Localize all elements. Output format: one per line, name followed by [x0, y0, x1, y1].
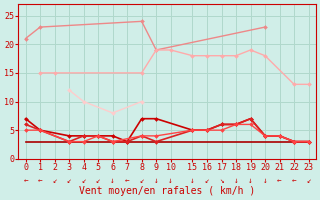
Text: ↙: ↙: [205, 176, 209, 185]
Text: ←: ←: [292, 176, 296, 185]
Text: ↘: ↘: [219, 176, 224, 185]
Text: ↙: ↙: [81, 176, 86, 185]
Text: ↙: ↙: [306, 176, 311, 185]
Text: ←: ←: [277, 176, 282, 185]
Text: ←: ←: [125, 176, 130, 185]
Text: ↓: ↓: [168, 176, 173, 185]
Text: ↓: ↓: [190, 176, 195, 185]
Text: ↓: ↓: [234, 176, 238, 185]
Text: ↙: ↙: [140, 176, 144, 185]
Text: ↓: ↓: [110, 176, 115, 185]
Text: ↓: ↓: [263, 176, 267, 185]
Text: ↓: ↓: [154, 176, 158, 185]
Text: ↙: ↙: [52, 176, 57, 185]
Text: ↙: ↙: [96, 176, 100, 185]
X-axis label: Vent moyen/en rafales ( km/h ): Vent moyen/en rafales ( km/h ): [79, 186, 255, 196]
Text: ←: ←: [23, 176, 28, 185]
Text: ↙: ↙: [67, 176, 71, 185]
Text: ←: ←: [38, 176, 43, 185]
Text: ↓: ↓: [248, 176, 253, 185]
